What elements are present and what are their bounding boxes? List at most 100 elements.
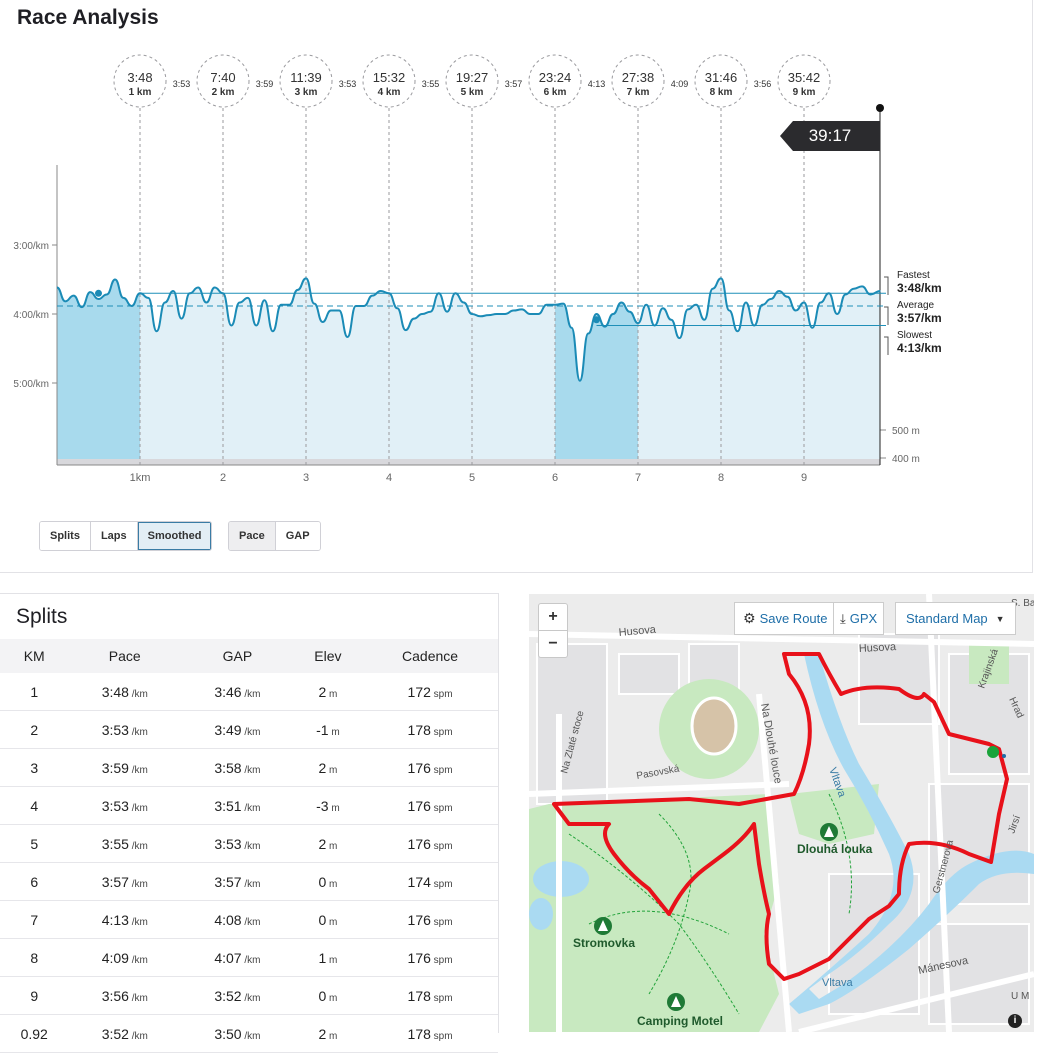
table-row: 4 3:53 /km 3:51 /km -3 m 176 spm (0, 786, 498, 825)
unit-label: m (326, 1030, 338, 1042)
legend-label: Fastest (897, 270, 930, 281)
splits-column-header: Pace (68, 639, 182, 673)
table-row: 2 3:53 /km 3:49 /km -1 m 178 spm (0, 710, 498, 749)
unit-label: /km (128, 1030, 148, 1042)
table-cell: 4:08 /km (181, 900, 294, 939)
splits-body: 1 3:48 /km 3:46 /km 2 m 172 spm 2 3:53 /km 3:49… (0, 673, 498, 1053)
x-tick-label: 7 (635, 472, 641, 484)
route-line (552, 652, 1009, 981)
table-cell: 2 m (293, 748, 363, 787)
table-cell: 3:56 /km (68, 976, 182, 1015)
unit-label: /km (241, 688, 261, 700)
race-analysis-panel: Race Analysis 3:00/km 4:00/km 5:00/km 500 m… (0, 0, 1033, 573)
map-label: Husova (618, 624, 657, 639)
km-marker (113, 54, 167, 108)
splits-column-header: Cadence (362, 639, 498, 673)
chart-metric-group: Pace GAP (228, 521, 321, 551)
elevation-tick-label: 500 m (892, 426, 920, 437)
table-cell: 176 spm (362, 824, 498, 863)
km-marker-time: 35:42 (788, 70, 821, 85)
table-cell: 178 spm (362, 710, 498, 749)
table-row: 5 3:55 /km 3:53 /km 2 m 176 spm (0, 824, 498, 863)
table-cell: 3:59 /km (68, 748, 182, 787)
km-marker-time: 19:27 (456, 70, 489, 85)
table-cell: 6 (0, 862, 69, 901)
info-icon[interactable]: i (1008, 1014, 1022, 1028)
zoom-in-button[interactable]: + (539, 604, 567, 631)
unit-label: /km (241, 954, 261, 966)
y-tick-label: 5:00/km (13, 379, 49, 390)
unit-label: spm (430, 840, 453, 852)
table-cell: 176 spm (362, 938, 498, 977)
split-pace-label: 3:53 (339, 79, 357, 89)
map-style-select[interactable]: Standard Map ▼ (895, 602, 1016, 635)
unit-label: /km (128, 878, 148, 890)
unit-label: m (326, 764, 338, 776)
chart-mode-group: Splits Laps Smoothed (39, 521, 213, 551)
unit-label: spm (430, 954, 453, 966)
unit-label: spm (430, 688, 453, 700)
km-marker-time: 11:39 (290, 70, 322, 85)
x-tick-label: 6 (552, 472, 558, 484)
laps-button[interactable]: Laps (90, 522, 138, 550)
map-label: Camping Motel (637, 1014, 723, 1028)
table-cell: 2 (0, 710, 69, 749)
split-pace-label: 4:09 (671, 79, 689, 89)
gap-button[interactable]: GAP (275, 522, 320, 550)
legend-value: 3:48/km (897, 281, 942, 295)
splits-column-header: GAP (181, 639, 294, 673)
route-map[interactable]: Husova Husova Na Zlaté stoce Pasovská Na Dlo… (529, 594, 1034, 1032)
table-cell: 3:57 /km (181, 862, 294, 901)
x-tick-label: 4 (386, 472, 392, 484)
pace-button[interactable]: Pace (229, 522, 276, 550)
table-row: 9 3:56 /km 3:52 /km 0 m 178 spm (0, 976, 498, 1015)
table-cell: 1 (0, 673, 69, 711)
km-marker-distance: 8 km (710, 87, 733, 98)
unit-label: m (326, 688, 338, 700)
table-cell: 0 m (293, 976, 363, 1015)
slowest-dot (593, 316, 600, 324)
unit-label: /km (241, 726, 261, 738)
map-label: Dlouhá louka (797, 842, 873, 856)
pace-chart: 3:00/km 4:00/km 5:00/km 500 m 400 m 3:48 1 km 1… (13, 54, 942, 484)
save-route-button[interactable]: ⚙ Save Route (734, 602, 837, 635)
unit-label: spm (430, 916, 453, 928)
km-marker (611, 54, 665, 108)
unit-label: /km (128, 764, 148, 776)
page-title: Race Analysis (17, 6, 159, 29)
table-cell: 0 m (293, 862, 363, 901)
unit-label: spm (430, 992, 453, 1004)
table-cell: -1 m (293, 710, 363, 749)
zoom-out-button[interactable]: − (548, 635, 558, 652)
table-cell: 2 m (293, 1014, 363, 1053)
map-style-label: Standard Map (906, 611, 988, 626)
map-label: Vltava (822, 977, 853, 989)
km-marker-distance: 6 km (544, 87, 567, 98)
km-marker (694, 54, 748, 108)
unit-label: /km (241, 802, 261, 814)
table-row: 7 4:13 /km 4:08 /km 0 m 176 spm (0, 900, 498, 939)
table-cell: 2 m (293, 824, 363, 863)
gpx-button[interactable]: ⤓ GPX (833, 602, 885, 635)
x-tick-label: 1km (130, 472, 151, 484)
pace-area (57, 278, 881, 465)
table-cell: 176 spm (362, 748, 498, 787)
split-pace-label: 3:53 (173, 79, 191, 89)
table-cell: 4:09 /km (68, 938, 182, 977)
unit-label: spm (430, 1030, 453, 1042)
unit-label: /km (241, 1030, 261, 1042)
table-cell: 3:52 /km (181, 976, 294, 1015)
splits-column-header: Elev (293, 639, 363, 673)
smoothed-button[interactable]: Smoothed (137, 522, 212, 550)
river-vltava (789, 654, 1034, 1014)
unit-label: /km (241, 764, 261, 776)
table-row: 3 3:59 /km 3:58 /km 2 m 176 spm (0, 748, 498, 787)
table-cell: 3:49 /km (181, 710, 294, 749)
km-marker-distance: 4 km (378, 87, 401, 98)
km-marker-time: 15:32 (373, 70, 406, 85)
unit-label: m (328, 726, 340, 738)
splits-button[interactable]: Splits (40, 522, 91, 550)
legend-label: Slowest (897, 330, 932, 341)
x-tick-label: 9 (801, 472, 807, 484)
